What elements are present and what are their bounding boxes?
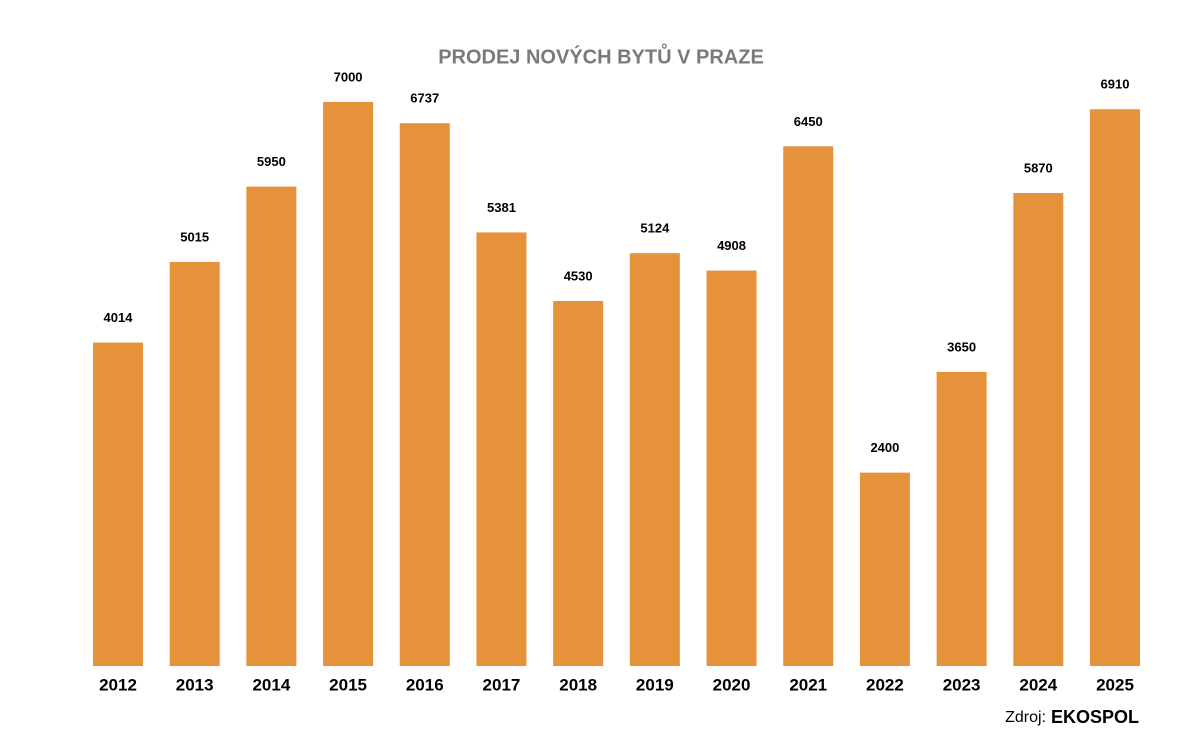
bar bbox=[859, 472, 910, 666]
x-tick-label: 2012 bbox=[99, 675, 137, 694]
bar bbox=[323, 102, 374, 666]
value-label: 5015 bbox=[180, 229, 209, 244]
bar bbox=[476, 232, 527, 667]
value-label: 6450 bbox=[794, 114, 823, 129]
x-tick-label: 2022 bbox=[866, 675, 904, 694]
x-tick-label: 2020 bbox=[713, 675, 751, 694]
bar bbox=[169, 261, 220, 666]
value-label: 2400 bbox=[870, 440, 899, 455]
x-tick-label: 2025 bbox=[1096, 675, 1134, 694]
x-tick-label: 2016 bbox=[406, 675, 444, 694]
source: EKOSPOL bbox=[1051, 707, 1139, 727]
bar bbox=[629, 253, 680, 667]
bar bbox=[399, 123, 450, 666]
value-label: 4908 bbox=[717, 238, 746, 253]
bar bbox=[246, 186, 297, 666]
value-label: 6737 bbox=[410, 91, 439, 106]
x-tick-label: 2021 bbox=[789, 675, 827, 694]
x-tick-label: 2023 bbox=[943, 675, 981, 694]
bar bbox=[783, 146, 834, 667]
value-label: 6910 bbox=[1101, 77, 1130, 92]
bar bbox=[1090, 109, 1140, 667]
value-label: 7000 bbox=[334, 69, 363, 84]
x-tick-label: 2019 bbox=[636, 675, 674, 694]
bar bbox=[553, 301, 604, 666]
bar bbox=[93, 342, 143, 666]
x-tick-label: 2015 bbox=[329, 675, 367, 694]
bar bbox=[706, 270, 757, 666]
x-tick-label: 2017 bbox=[483, 675, 521, 694]
value-label: 5870 bbox=[1024, 160, 1053, 175]
x-tick-label: 2014 bbox=[252, 675, 290, 694]
x-tick-label: 2018 bbox=[559, 675, 597, 694]
source-label: Zdroj: bbox=[1005, 709, 1046, 726]
bar bbox=[1013, 193, 1064, 666]
value-label: 4530 bbox=[564, 268, 593, 283]
x-tick-label: 2013 bbox=[176, 675, 214, 694]
value-label: 3650 bbox=[947, 339, 976, 354]
x-tick-label: 2024 bbox=[1019, 675, 1057, 694]
bar bbox=[936, 371, 987, 666]
value-label: 5124 bbox=[640, 221, 670, 236]
value-label: 5950 bbox=[257, 154, 286, 169]
value-label: 5381 bbox=[487, 200, 516, 215]
value-label: 4014 bbox=[104, 310, 134, 325]
chart-title: PRODEJ NOVÝCH BYTŮ V PRAZE bbox=[438, 42, 764, 68]
